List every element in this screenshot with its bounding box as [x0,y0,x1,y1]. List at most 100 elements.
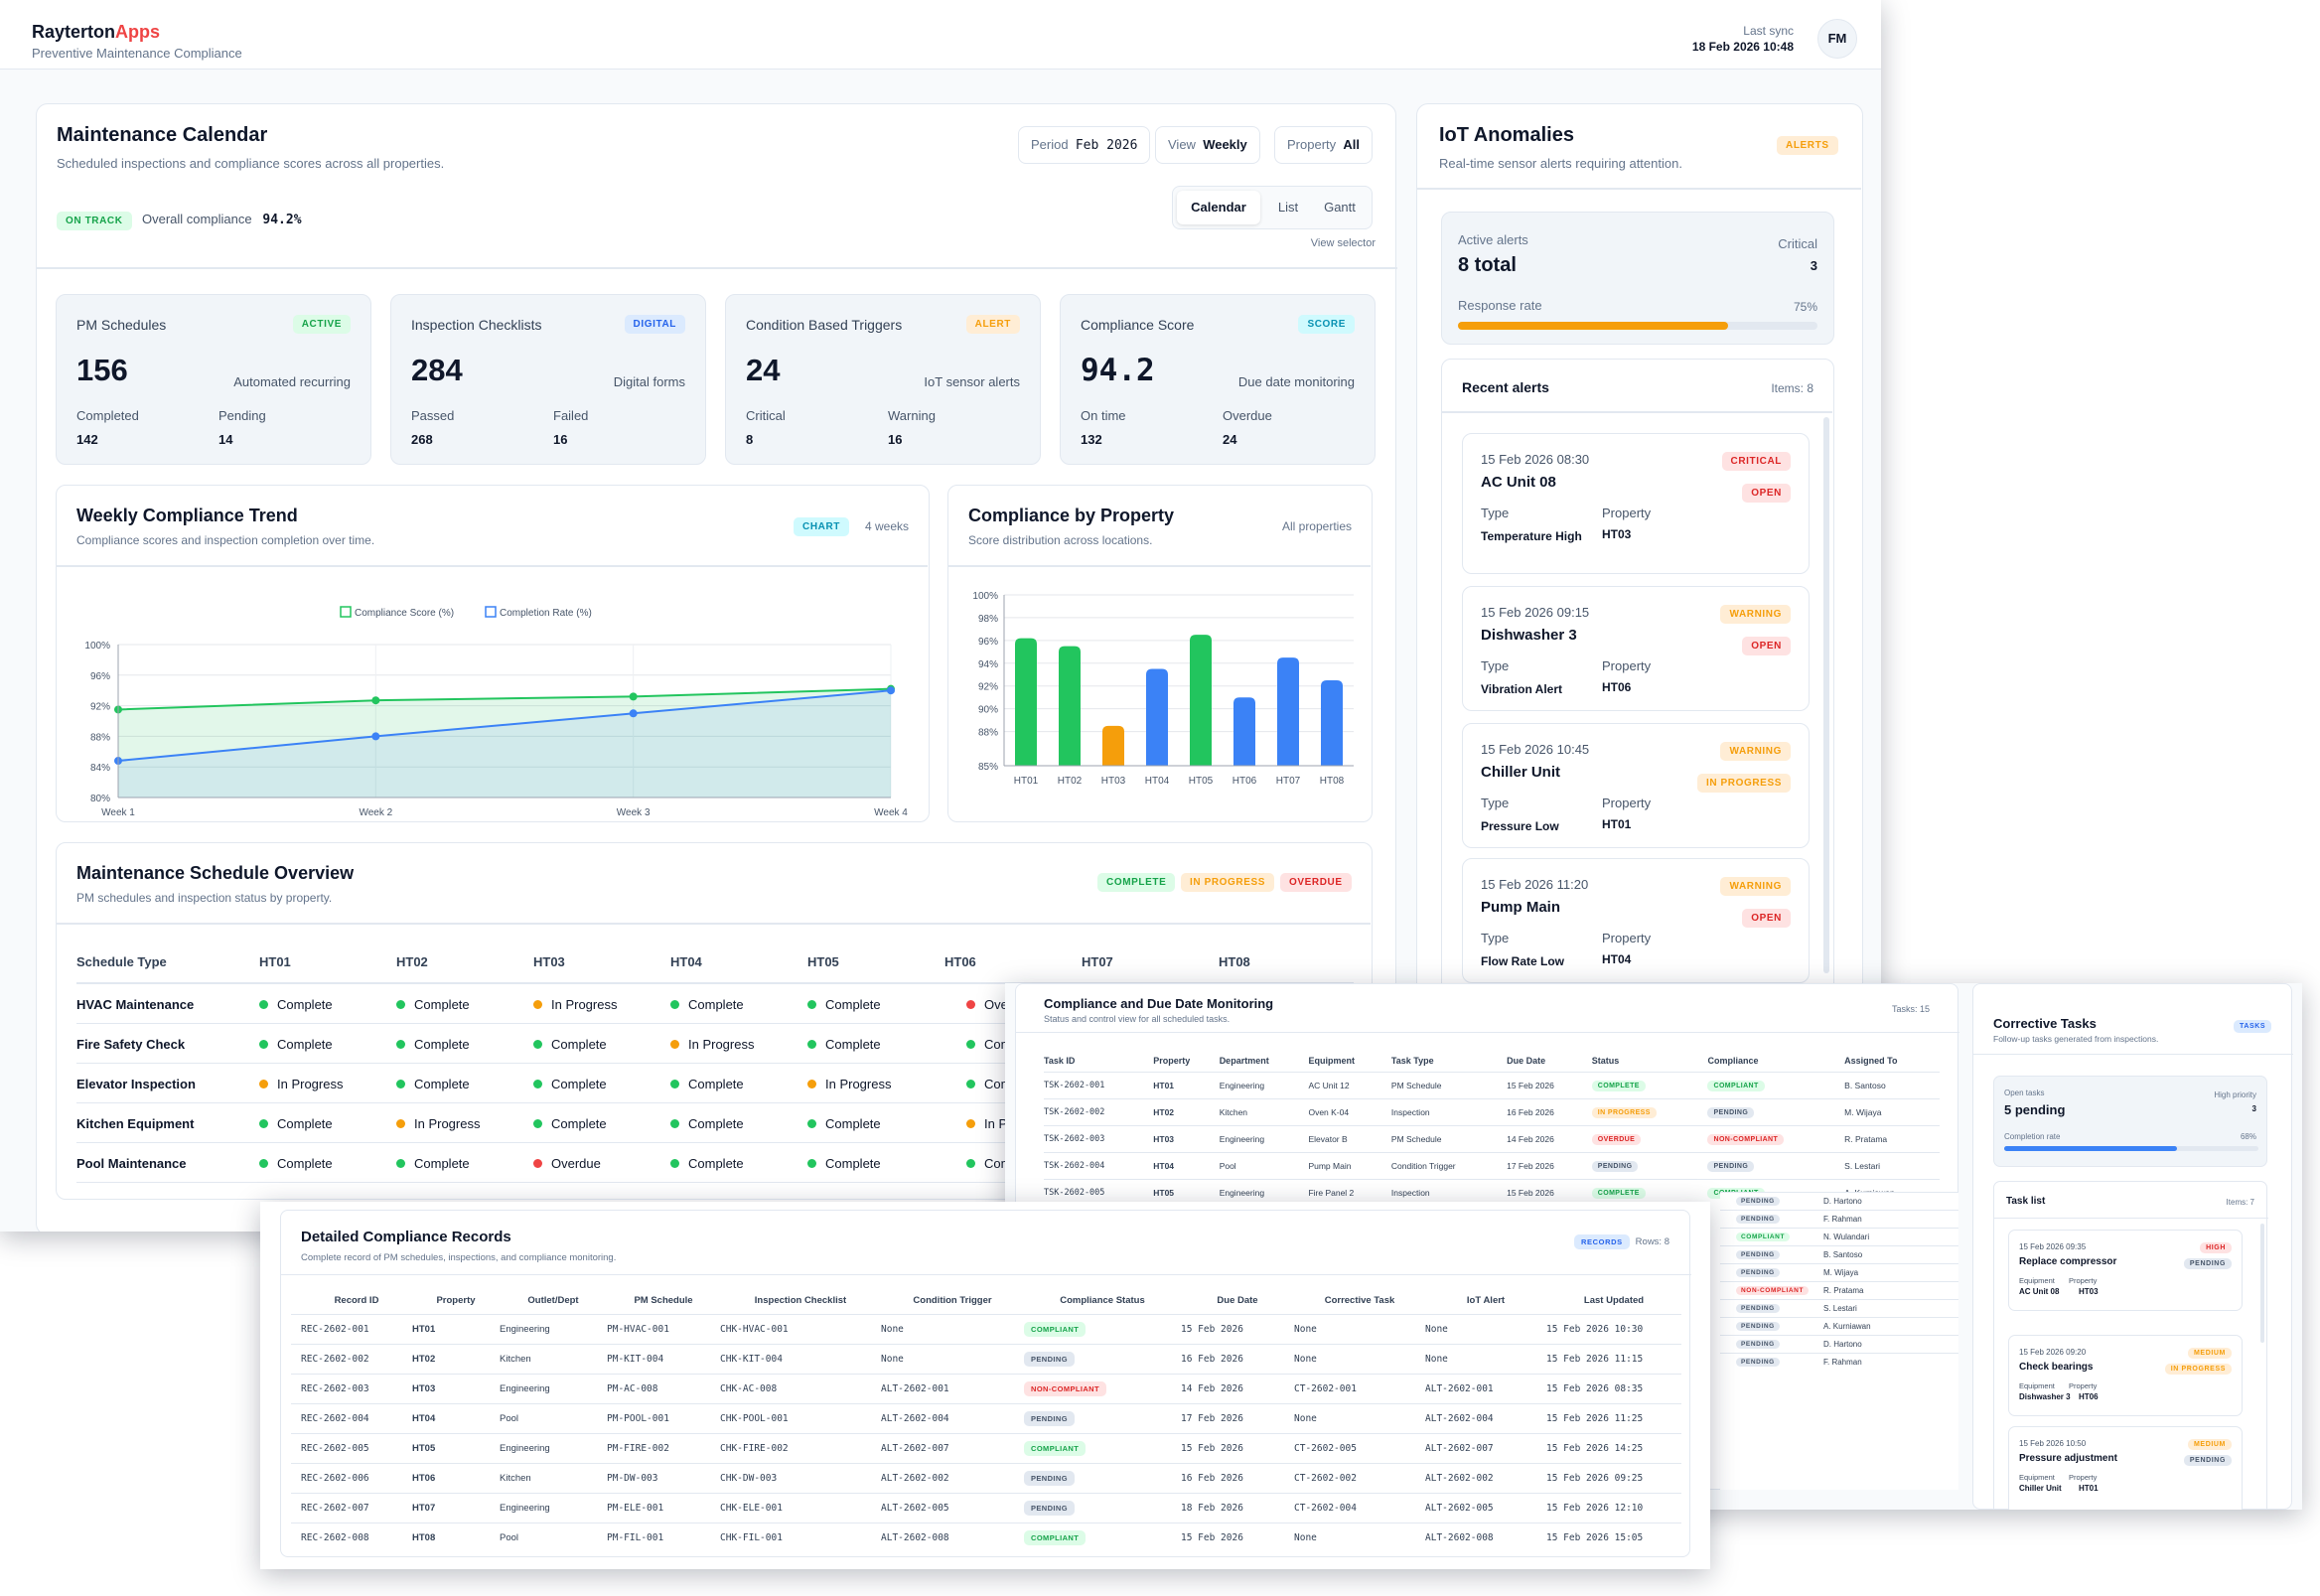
property-filter[interactable]: Property All [1274,126,1373,164]
view-filter[interactable]: View Weekly [1155,126,1260,164]
task-card[interactable]: 15 Feb 2026 10:50 Pressure adjustment Equi… [2008,1426,2243,1510]
alert-card[interactable]: 15 Feb 2026 10:45 Chiller Unit Type Propert… [1462,723,1810,848]
data-point[interactable] [887,686,895,695]
schedule-status-cell[interactable]: Complete [807,997,881,1012]
alert-card[interactable]: 15 Feb 2026 08:30 AC Unit 08 Type Property T… [1462,433,1810,574]
stat-card-compliance-score[interactable]: Compliance Score SCORE 94.2 Due date monit… [1060,294,1376,465]
schedule-status-cell[interactable]: In Progress [396,1116,480,1131]
period-filter[interactable]: Period Feb 2026 [1018,126,1151,164]
on-track-badge: ON TRACK [57,212,132,230]
property-chart-filter[interactable]: All properties [1281,519,1352,533]
records-row[interactable]: REC-2602-002 HT02 Kitchen PM-KIT-004 CHK-KIT… [291,1343,1681,1374]
due-row-partial[interactable]: PENDING F. Rahman [1720,1210,1958,1228]
schedule-status-cell[interactable]: Complete [533,1116,607,1131]
schedule-row[interactable]: Pool Maintenance Complete Complete Overdue C… [76,1143,1397,1183]
bar[interactable] [1321,680,1343,766]
schedule-status-cell[interactable]: Complete [396,1077,470,1091]
due-row[interactable]: TSK-2602-002 HT02 Kitchen Oven K-04 Inspecti… [1044,1097,1940,1125]
recent-alerts-scrollbar[interactable] [1823,417,1829,973]
data-point[interactable] [371,732,380,741]
data-point[interactable] [371,696,380,705]
tab-list[interactable]: List [1277,200,1299,215]
due-row[interactable]: TSK-2602-001 HT01 Engineering AC Unit 12 PM … [1044,1071,1940,1098]
due-row-partial[interactable]: PENDING B. Santoso [1720,1245,1958,1263]
stat-value: 24 [746,353,781,387]
due-row-partial[interactable]: PENDING A. Kurniawan [1720,1317,1958,1335]
schedule-status-cell[interactable]: Com [966,1037,1011,1052]
schedule-status-cell[interactable]: Overdue [533,1156,601,1171]
schedule-status-cell[interactable]: Com [966,1156,1011,1171]
records-row[interactable]: REC-2602-006 HT06 Kitchen PM-DW-003 CHK-DW-0… [291,1462,1681,1493]
schedule-status-cell[interactable]: In Progress [807,1077,891,1091]
task-card[interactable]: 15 Feb 2026 09:35 Replace compressor Equip… [2008,1230,2243,1311]
schedule-status-cell[interactable]: Complete [259,1037,333,1052]
schedule-status-cell[interactable]: Complete [396,997,470,1012]
records-row[interactable]: REC-2602-007 HT07 Engineering PM-ELE-001 CHK… [291,1492,1681,1523]
schedule-row[interactable]: Fire Safety Check Complete Complete Complet… [76,1024,1397,1064]
task-list-scrollbar[interactable] [2260,1224,2264,1343]
brand-logo[interactable]: RaytertonApps [32,22,160,43]
avatar[interactable]: FM [1817,19,1857,59]
schedule-status-cell[interactable]: In Progress [670,1037,754,1052]
bar[interactable] [1146,668,1168,766]
due-value: S. Lestari [1844,1160,1881,1171]
schedule-status-cell[interactable]: Complete [259,1156,333,1171]
due-cell: M. Wijaya [1844,1097,1940,1125]
schedule-status-cell[interactable]: Complete [670,1077,744,1091]
bar[interactable] [1190,635,1212,766]
bar[interactable] [1102,725,1124,766]
stat-card-condition-triggers[interactable]: Condition Based Triggers ALERT 24 IoT sens… [725,294,1041,465]
task-list-divider [1994,1218,2268,1219]
schedule-status-cell[interactable]: Complete [807,1156,881,1171]
bar[interactable] [1277,657,1299,766]
tab-calendar[interactable]: Calendar [1177,191,1260,224]
schedule-status-cell[interactable]: In Progress [259,1077,343,1091]
data-point[interactable] [629,709,638,718]
schedule-status-cell[interactable]: Complete [533,1037,607,1052]
schedule-status-cell[interactable]: Complete [670,1156,744,1171]
schedule-status-cell[interactable]: Complete [670,1116,744,1131]
tab-gantt[interactable]: Gantt [1324,200,1356,215]
schedule-status-cell[interactable]: Complete [396,1037,470,1052]
due-row-partial[interactable]: PENDING D. Hartono [1720,1192,1958,1210]
schedule-row[interactable]: Kitchen Equipment Complete In Progress Comp… [76,1103,1397,1143]
due-row-partial[interactable]: PENDING M. Wijaya [1720,1263,1958,1281]
schedule-status-cell[interactable]: Complete [670,997,744,1012]
schedule-status-cell[interactable]: Complete [533,1077,607,1091]
schedule-status-cell[interactable]: Complete [259,1116,333,1131]
task-card[interactable]: 15 Feb 2026 09:20 Check bearings Equipment… [2008,1335,2243,1416]
due-row[interactable]: TSK-2602-004 HT04 Pool Pump Main Condition T… [1044,1151,1940,1179]
schedule-status-cell[interactable]: Complete [807,1037,881,1052]
due-row-partial[interactable]: PENDING D. Hartono [1720,1335,1958,1353]
records-row[interactable]: REC-2602-001 HT01 Engineering PM-HVAC-001 CH… [291,1313,1681,1344]
schedule-status-cell[interactable]: Ove [966,997,1008,1012]
stat-card-pm-schedules[interactable]: PM Schedules ACTIVE 156 Automated recurrin… [56,294,371,465]
due-row-partial[interactable]: PENDING F. Rahman [1720,1353,1958,1371]
alert-card[interactable]: 15 Feb 2026 09:15 Dishwasher 3 Type Propert… [1462,586,1810,711]
due-row-partial[interactable]: COMPLIANT N. Wulandari [1720,1228,1958,1245]
due-cell: TSK-2602-003 [1044,1124,1154,1152]
due-row-partial[interactable]: PENDING S. Lestari [1720,1299,1958,1317]
records-row[interactable]: REC-2602-004 HT04 Pool PM-POOL-001 CHK-POOL-… [291,1402,1681,1433]
schedule-row[interactable]: HVAC Maintenance Complete Complete In Progr… [76,984,1397,1024]
data-point[interactable] [629,692,638,701]
bar[interactable] [1059,646,1081,766]
due-row[interactable]: TSK-2602-003 HT03 Engineering Elevator B PM … [1044,1124,1940,1152]
schedule-row[interactable]: Elevator Inspection In Progress Complete Co… [76,1064,1397,1103]
schedule-status-cell[interactable]: Complete [396,1156,470,1171]
schedule-status-cell[interactable]: In Pr [966,1116,1011,1131]
bar[interactable] [1233,697,1255,766]
schedule-status-cell[interactable]: Com [966,1077,1011,1091]
bar[interactable] [1015,638,1037,766]
alert-card[interactable]: 15 Feb 2026 11:20 Pump Main Type Property Fl… [1462,858,1810,983]
stat-card-inspection-checklists[interactable]: Inspection Checklists DIGITAL 284 Digital … [390,294,706,465]
records-row[interactable]: REC-2602-005 HT05 Engineering PM-FIRE-002 CH… [291,1432,1681,1463]
schedule-status-cell[interactable]: Complete [259,997,333,1012]
records-row[interactable]: REC-2602-003 HT03 Engineering PM-AC-008 CHK-… [291,1373,1681,1403]
records-cell: ALT-2602-001 [1425,1373,1546,1403]
due-row-partial[interactable]: NON-COMPLIANT R. Pratama [1720,1281,1958,1299]
schedule-status-cell[interactable]: Complete [807,1116,881,1131]
schedule-status-cell[interactable]: In Progress [533,997,617,1012]
records-row[interactable]: REC-2602-008 HT08 Pool PM-FIL-001 CHK-FIL-00… [291,1522,1681,1552]
schedule-divider [57,923,1371,925]
